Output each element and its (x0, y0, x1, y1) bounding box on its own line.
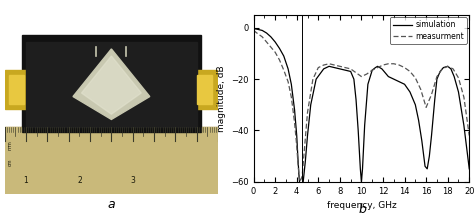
measurment (310, 78, 316, 80)
measurment (294, 144, 300, 147)
measurment (348, 68, 354, 70)
measurment (439, 68, 445, 70)
simulation (434, 78, 440, 80)
Bar (192, 70, 218, 109)
measurment (434, 75, 440, 78)
measurment (337, 65, 343, 68)
Bar (5, 126, 218, 194)
Bar (197, 75, 211, 104)
simulation (299, 186, 305, 188)
simulation (456, 91, 461, 93)
measurment (375, 66, 381, 69)
measurment (299, 175, 305, 178)
measurment (297, 180, 303, 183)
simulation (466, 167, 472, 170)
simulation (351, 78, 357, 80)
measurment (332, 64, 337, 66)
measurment (272, 51, 278, 54)
measurment (326, 63, 332, 65)
measurment (466, 134, 472, 137)
measurment (292, 121, 297, 124)
measurment (289, 96, 294, 98)
simulation (308, 103, 314, 106)
measurment (321, 64, 327, 66)
measurment (268, 46, 273, 48)
measurment (259, 35, 265, 38)
Legend: simulation, measurment: simulation, measurment (390, 17, 467, 44)
simulation (362, 124, 367, 127)
measurment (456, 77, 461, 79)
Line: simulation: simulation (254, 29, 469, 187)
Text: 1: 1 (24, 176, 28, 185)
Bar (26, 42, 197, 126)
Text: a: a (108, 198, 115, 211)
measurment (295, 160, 301, 163)
simulation (297, 186, 303, 188)
measurment (254, 32, 260, 34)
measurment (401, 66, 407, 69)
measurment (316, 66, 321, 69)
measurment (369, 69, 375, 71)
measurment (428, 93, 434, 96)
measurment (423, 106, 429, 109)
measurment (450, 68, 456, 70)
Bar (9, 75, 24, 104)
measurment (418, 88, 424, 91)
Polygon shape (82, 56, 141, 114)
Bar (5, 126, 218, 194)
measurment (358, 75, 364, 78)
measurment (251, 29, 256, 32)
measurment (407, 70, 413, 73)
X-axis label: frequency, GHz: frequency, GHz (327, 201, 396, 210)
Bar (5, 70, 30, 109)
Bar (22, 35, 201, 132)
measurment (342, 66, 348, 69)
measurment (353, 71, 359, 74)
measurment (305, 111, 310, 114)
measurment (461, 96, 467, 98)
measurment (380, 64, 386, 66)
measurment (264, 41, 269, 43)
Text: 2: 2 (77, 176, 82, 185)
measurment (396, 64, 402, 66)
measurment (281, 69, 287, 71)
measurment (391, 63, 397, 65)
Polygon shape (73, 49, 150, 120)
simulation (251, 27, 256, 30)
Y-axis label: magnitude, dB: magnitude, dB (217, 65, 226, 132)
Text: cm: cm (8, 158, 13, 166)
measurment (296, 173, 302, 175)
measurment (277, 59, 283, 61)
Text: mm: mm (8, 141, 13, 150)
measurment (445, 65, 450, 68)
measurment (364, 73, 370, 75)
Text: b: b (359, 203, 366, 215)
measurment (301, 150, 307, 152)
measurment (285, 80, 291, 83)
Line: measurment: measurment (254, 31, 469, 182)
measurment (385, 63, 391, 65)
Text: 3: 3 (130, 176, 135, 185)
measurment (412, 77, 418, 79)
